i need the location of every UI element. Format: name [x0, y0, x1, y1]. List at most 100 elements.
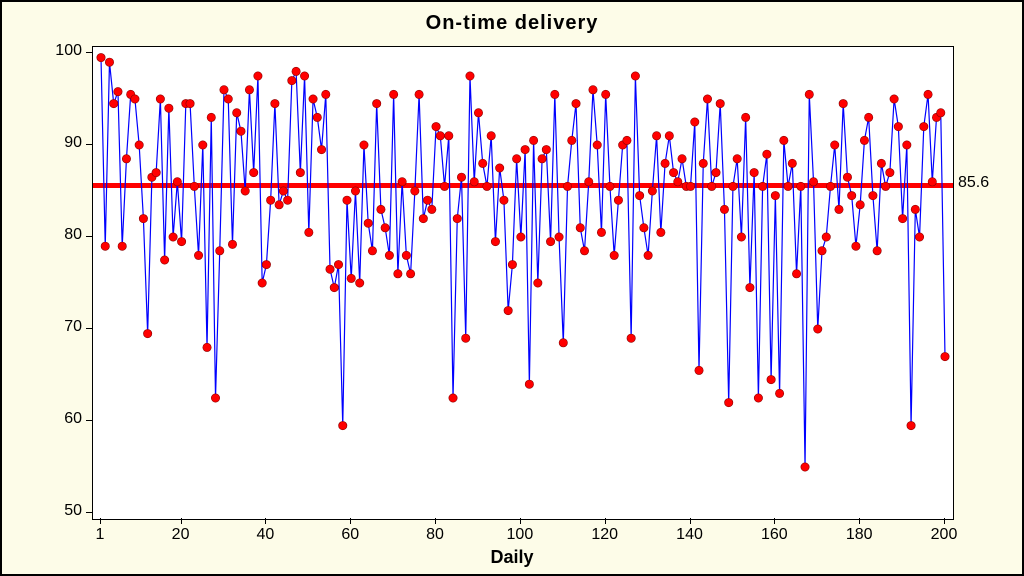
data-marker — [576, 224, 584, 232]
data-marker — [394, 270, 402, 278]
data-marker — [428, 205, 436, 213]
data-marker — [869, 191, 877, 199]
y-tick — [86, 512, 92, 513]
data-marker — [640, 224, 648, 232]
data-marker — [767, 375, 775, 383]
x-tick — [944, 518, 945, 524]
data-marker — [283, 196, 291, 204]
data-marker — [784, 182, 792, 190]
data-marker — [487, 132, 495, 140]
y-tick-label: 70 — [46, 318, 82, 336]
data-marker — [339, 421, 347, 429]
y-tick-label: 100 — [46, 42, 82, 60]
data-marker — [266, 196, 274, 204]
data-marker — [436, 132, 444, 140]
data-marker — [771, 191, 779, 199]
data-marker — [864, 113, 872, 121]
data-marker — [199, 141, 207, 149]
data-marker — [105, 58, 113, 66]
x-tick — [774, 518, 775, 524]
data-marker — [831, 141, 839, 149]
data-marker — [877, 159, 885, 167]
data-marker — [860, 136, 868, 144]
data-marker — [661, 159, 669, 167]
data-marker — [563, 182, 571, 190]
data-marker — [924, 90, 932, 98]
data-marker — [258, 279, 266, 287]
x-tick-label: 40 — [257, 526, 275, 544]
x-tick-label: 100 — [507, 526, 534, 544]
data-marker — [788, 159, 796, 167]
data-marker — [758, 182, 766, 190]
data-marker — [873, 247, 881, 255]
data-marker — [517, 233, 525, 241]
data-marker — [411, 187, 419, 195]
data-marker — [898, 214, 906, 222]
data-marker — [245, 86, 253, 94]
data-marker — [627, 334, 635, 342]
data-marker — [809, 178, 817, 186]
x-tick — [605, 518, 606, 524]
data-marker — [440, 182, 448, 190]
data-marker — [156, 95, 164, 103]
data-marker — [381, 224, 389, 232]
data-marker — [462, 334, 470, 342]
data-marker — [542, 145, 550, 153]
data-marker — [525, 380, 533, 388]
data-marker — [466, 72, 474, 80]
data-marker — [169, 233, 177, 241]
data-marker — [648, 187, 656, 195]
data-marker — [351, 187, 359, 195]
data-marker — [449, 394, 457, 402]
data-marker — [750, 168, 758, 176]
data-marker — [546, 237, 554, 245]
x-tick — [181, 518, 182, 524]
data-marker — [190, 182, 198, 190]
data-marker — [580, 247, 588, 255]
data-marker — [623, 136, 631, 144]
data-marker — [903, 141, 911, 149]
data-marker — [551, 90, 559, 98]
data-marker — [733, 155, 741, 163]
data-marker — [589, 86, 597, 94]
data-marker — [606, 182, 614, 190]
x-tick-label: 80 — [426, 526, 444, 544]
data-marker — [152, 168, 160, 176]
x-axis-label: Daily — [2, 547, 1022, 568]
data-marker — [521, 145, 529, 153]
data-marker — [720, 205, 728, 213]
data-marker — [534, 279, 542, 287]
data-marker — [512, 155, 520, 163]
data-marker — [881, 182, 889, 190]
data-marker — [423, 196, 431, 204]
x-tick-label: 200 — [931, 526, 958, 544]
data-marker — [292, 67, 300, 75]
data-marker — [474, 109, 482, 117]
x-tick-label: 120 — [591, 526, 618, 544]
data-marker — [737, 233, 745, 241]
reference-line-label: 85.6 — [958, 174, 989, 192]
data-marker — [746, 283, 754, 291]
plot-area — [92, 46, 954, 520]
data-marker — [890, 95, 898, 103]
data-marker — [322, 90, 330, 98]
data-marker — [716, 99, 724, 107]
data-marker — [233, 109, 241, 117]
x-tick — [350, 518, 351, 524]
x-tick — [435, 518, 436, 524]
data-marker — [568, 136, 576, 144]
data-marker — [135, 141, 143, 149]
data-marker — [228, 240, 236, 248]
data-marker — [419, 214, 427, 222]
data-marker — [665, 132, 673, 140]
data-marker — [686, 182, 694, 190]
y-tick-label: 90 — [46, 134, 82, 152]
data-marker — [792, 270, 800, 278]
y-tick — [86, 236, 92, 237]
data-marker — [457, 173, 465, 181]
data-marker — [699, 159, 707, 167]
data-marker — [843, 173, 851, 181]
data-marker — [839, 99, 847, 107]
data-marker — [928, 178, 936, 186]
data-marker — [368, 247, 376, 255]
